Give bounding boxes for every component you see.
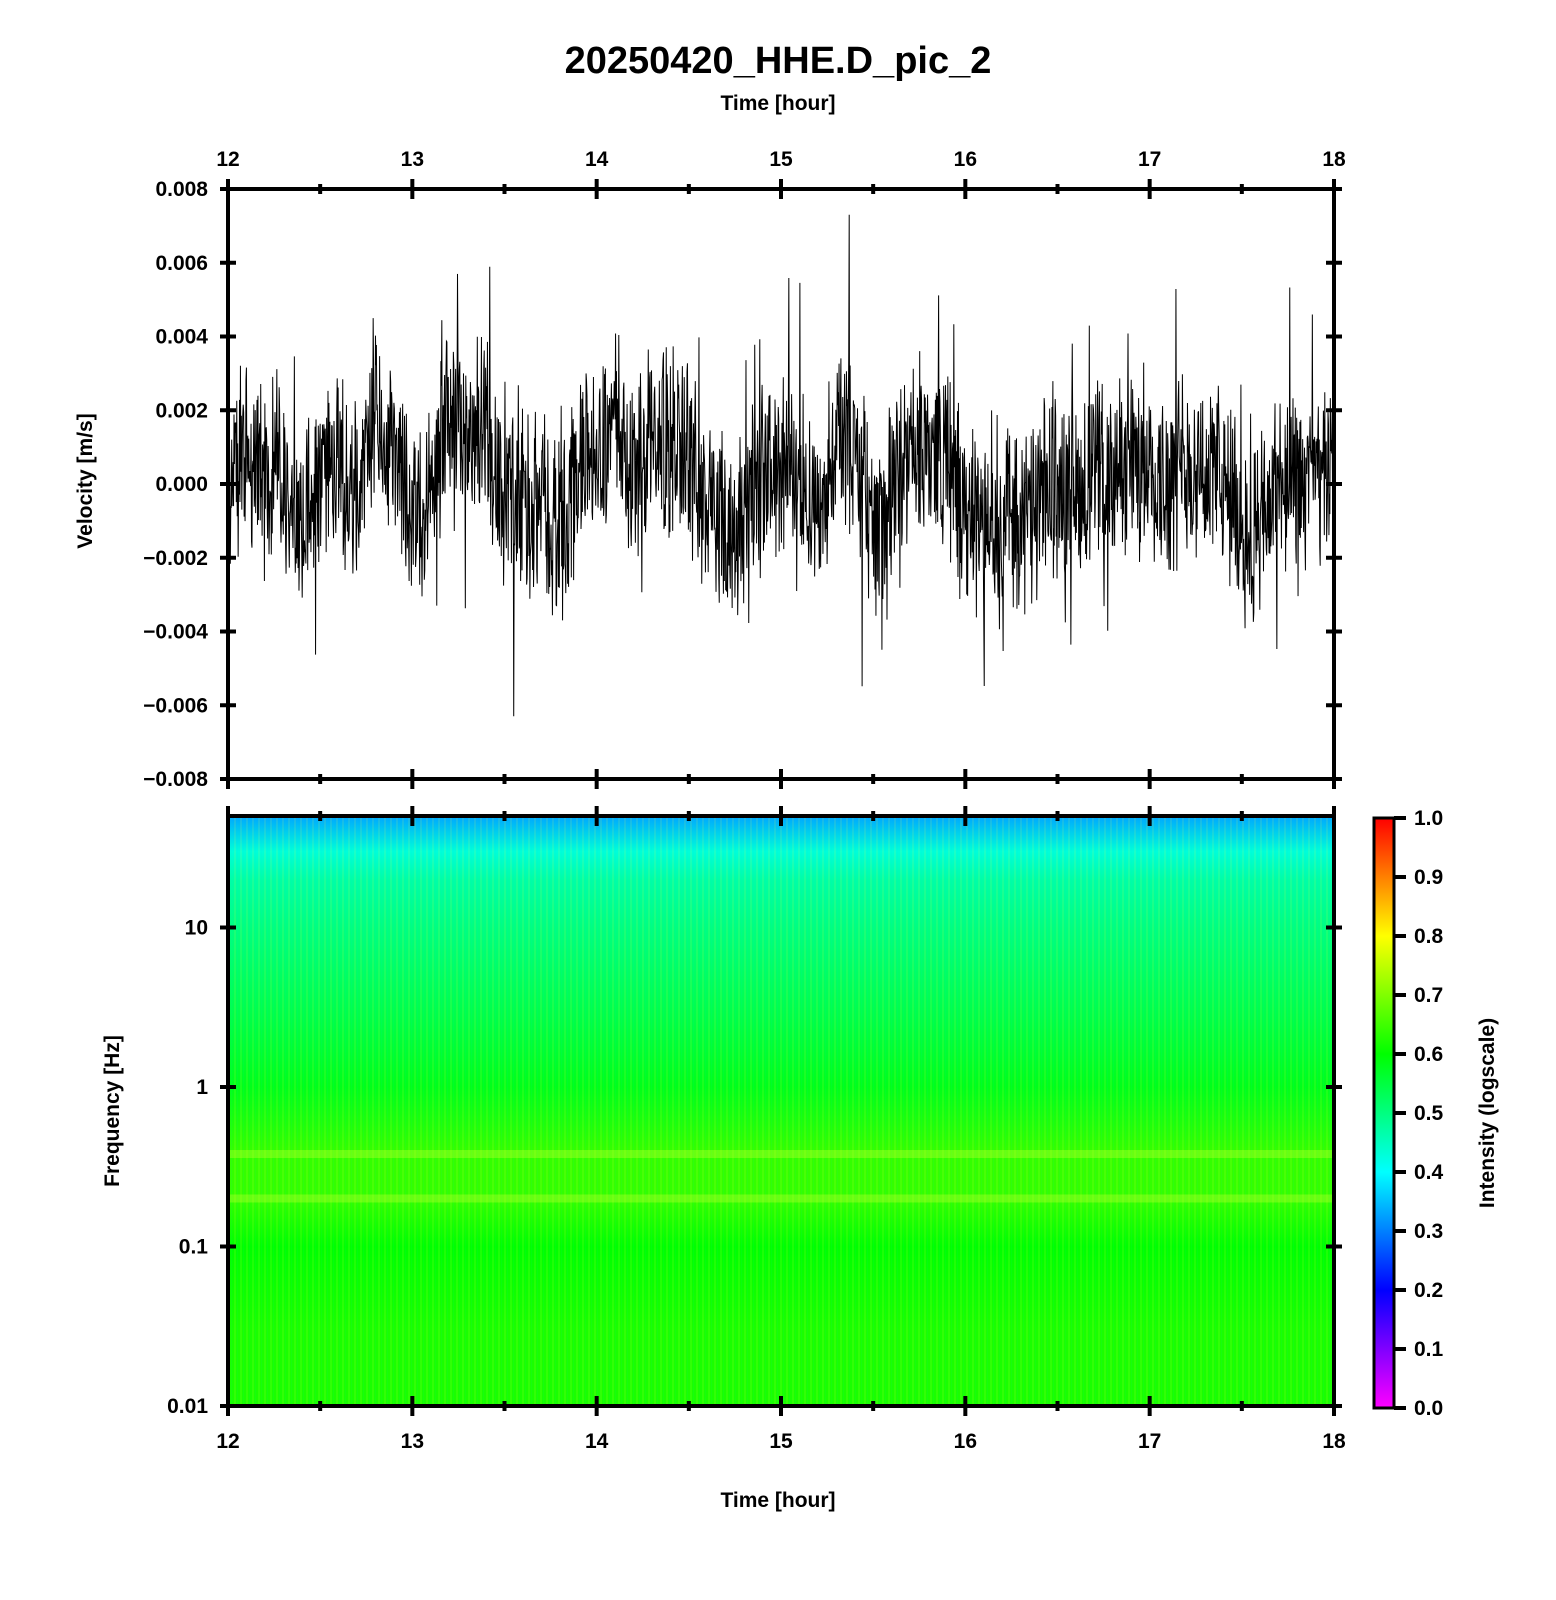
bottom-x-tick-label: 13 [401, 1430, 424, 1453]
velocity-tick-label: −0.006 [143, 694, 208, 717]
colorbar-tick-label: 0.9 [1414, 866, 1443, 889]
spectrogram-ticks: 12 13 14 15 16 17 18 10 1 0.1 0.01 [167, 806, 1346, 1453]
velocity-tick-label: 0.002 [155, 399, 208, 422]
top-x-tick-label: 15 [769, 148, 793, 171]
velocity-waveform-line [227, 214, 1335, 717]
colorbar-tick-label: 0.5 [1414, 1102, 1444, 1125]
colorbar-label: Intensity (logscale) [1476, 1018, 1499, 1208]
waveform-frame [226, 187, 1336, 781]
chart-title: 20250420_HHE.D_pic_2 [565, 40, 992, 82]
velocity-tick-label: 0.008 [155, 178, 208, 201]
colorbar-tick-label: 0.0 [1414, 1397, 1443, 1420]
colorbar-tick-label: 0.7 [1414, 984, 1443, 1007]
colorbar-tick-label: 0.6 [1414, 1043, 1443, 1066]
spectrogram-band [228, 1150, 1334, 1159]
bottom-x-axis-label: Time [hour] [720, 1489, 835, 1512]
velocity-axis-label: Velocity [m/s] [74, 413, 97, 548]
spectrogram-frame [226, 814, 1336, 1408]
top-x-tick-label: 13 [401, 148, 424, 171]
spectrogram-panel: Frequency [Hz] Time [hour] 12 13 14 15 16 17 1… [101, 806, 1346, 1512]
velocity-tick-label: −0.008 [143, 768, 208, 791]
bottom-x-tick-label: 12 [216, 1430, 239, 1453]
colorbar-tick-label: 0.4 [1414, 1161, 1444, 1184]
frequency-tick-label: 0.1 [179, 1235, 209, 1258]
velocity-tick-label: 0.006 [155, 252, 208, 275]
velocity-tick-label: −0.004 [143, 621, 208, 644]
frequency-tick-label: 0.01 [167, 1395, 208, 1418]
bottom-x-tick-label: 17 [1138, 1430, 1161, 1453]
frequency-tick-label: 10 [185, 916, 208, 939]
colorbar-tick-label: 1.0 [1414, 807, 1443, 830]
velocity-tick-label: 0.004 [155, 326, 208, 349]
frequency-tick-label: 1 [196, 1076, 208, 1099]
bottom-x-tick-label: 15 [769, 1430, 793, 1453]
colorbar-tick-label: 0.1 [1414, 1338, 1444, 1361]
top-x-tick-label: 18 [1322, 148, 1346, 171]
frequency-axis-label: Frequency [Hz] [101, 1035, 124, 1187]
spectrogram-bands [228, 1150, 1334, 1203]
bottom-x-tick-label: 18 [1322, 1430, 1346, 1453]
top-x-tick-label: 16 [954, 148, 977, 171]
colorbar-gradient [1372, 816, 1396, 1410]
top-x-axis-label: Time [hour] [720, 92, 835, 115]
waveform-panel: Time [hour] Velocity [m/s] 12 13 14 15 16 17 1… [74, 92, 1346, 791]
velocity-tick-label: 0.000 [155, 473, 208, 496]
colorbar-tick-label: 0.2 [1414, 1279, 1443, 1302]
colorbar-tick-label: 0.8 [1414, 925, 1444, 948]
top-x-tick-label: 17 [1138, 148, 1161, 171]
top-x-tick-label: 12 [216, 148, 239, 171]
colorbar-ticks: 1.0 0.9 0.8 0.7 0.6 0.5 0.4 0.3 0.2 0.1 0.0 [1394, 807, 1444, 1420]
spectrogram-band [228, 1194, 1334, 1203]
colorbar: 1.0 0.9 0.8 0.7 0.6 0.5 0.4 0.3 0.2 0.1 0.0 Intens… [1372, 807, 1499, 1420]
colorbar-tick-label: 0.3 [1414, 1220, 1443, 1243]
bottom-x-tick-label: 16 [954, 1430, 977, 1453]
top-x-tick-label: 14 [585, 148, 609, 171]
velocity-tick-label: −0.002 [143, 547, 208, 570]
bottom-x-tick-label: 14 [585, 1430, 609, 1453]
spectrogram-texture [228, 816, 1334, 1406]
